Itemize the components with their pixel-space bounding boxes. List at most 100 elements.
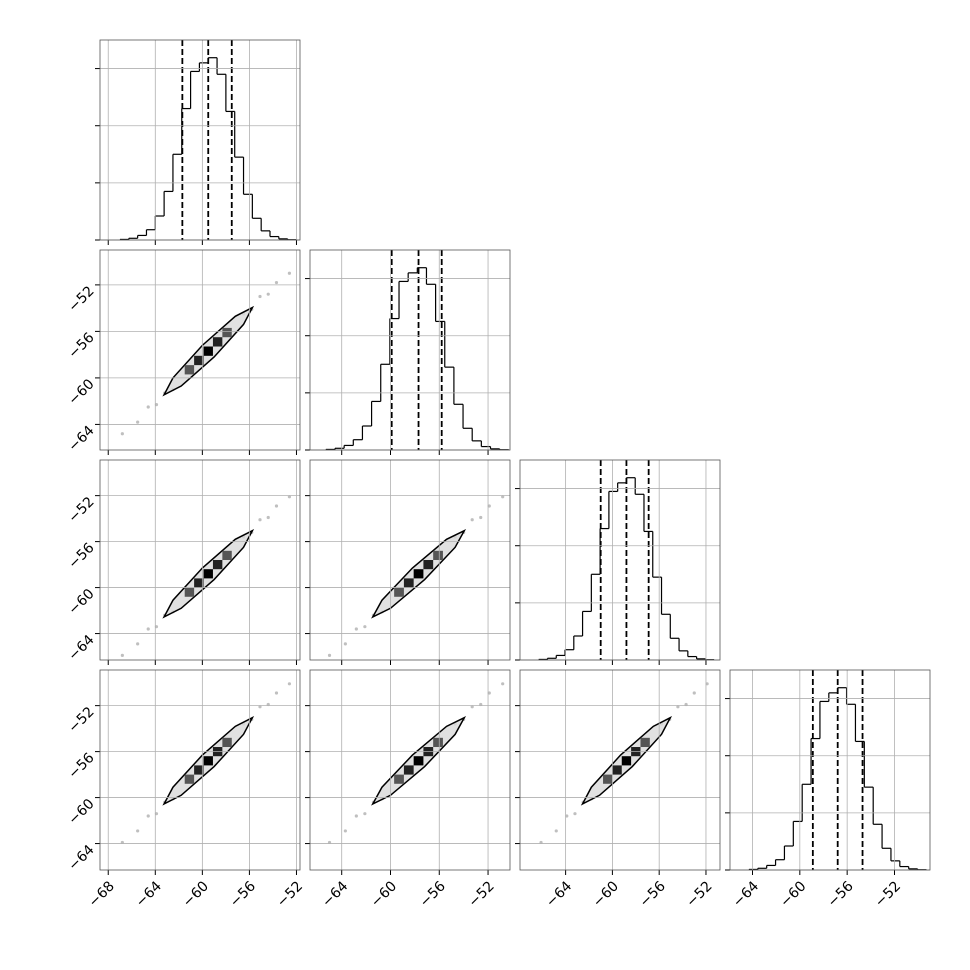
scatter-point [487,691,491,695]
density-cell [184,587,195,597]
panel-frame [309,249,511,451]
scatter-point [136,420,140,424]
panel-frame [99,669,301,871]
density-cell [222,737,232,748]
x-tick-label: −52 [274,878,306,910]
scatter-point [146,627,150,631]
panel [120,271,292,436]
scatter-point [136,642,140,646]
scatter-point [287,271,292,275]
scatter-point [120,653,124,658]
density-cell [394,774,404,784]
scatter-point [120,432,124,436]
scatter-point [258,294,262,299]
panel [327,682,505,845]
panel-frame [519,459,721,661]
scatter-point [354,814,358,818]
scatter-point [287,682,292,686]
scatter-point [501,682,505,686]
x-tick-label: −52 [872,878,904,910]
density-cell [203,346,213,356]
scatter-point [274,691,279,695]
x-tick-label: −64 [133,878,165,910]
scatter-point [343,642,347,646]
density-cell [423,560,434,570]
density-cell [612,765,622,775]
density-cell [194,355,204,366]
scatter-point [266,292,270,296]
panel-frame [729,669,931,871]
y-tick-label: −52 [65,283,97,315]
density-cell [203,756,213,766]
density-cell [194,578,204,588]
density-cell [640,737,650,748]
density-cell [184,774,195,784]
scatter-point [343,829,347,833]
panel-frame [519,669,721,871]
y-tick-label: −52 [65,704,97,736]
y-tick-label: −60 [65,376,97,408]
scatter-point [136,829,140,833]
density-cell [222,327,232,338]
x-tick-label: −60 [590,878,622,910]
panel-frame [309,459,511,661]
y-tick-label: −64 [65,632,97,664]
x-tick-label: −68 [86,878,118,910]
scatter-point [274,280,279,285]
panel [120,682,292,845]
density-cell [621,756,632,766]
scatter-point [479,515,483,520]
x-tick-label: −64 [543,878,575,910]
x-tick-label: −64 [319,878,351,910]
density-cell [203,569,213,579]
scatter-point [258,518,262,522]
scatter-point [470,518,474,522]
y-tick-label: −60 [65,796,97,828]
scatter-point [327,653,332,658]
scatter-point [274,504,279,508]
scatter-point [146,405,150,409]
x-tick-label: −60 [777,878,809,910]
scatter-point [146,814,150,818]
y-tick-label: −60 [65,586,97,618]
x-tick-label: −56 [417,878,449,910]
y-tick-label: −56 [65,540,97,572]
density-cell [184,365,195,375]
x-tick-label: −64 [730,878,762,910]
panel [120,495,292,658]
scatter-point [554,829,558,833]
density-cell [194,765,204,775]
x-tick-label: −60 [180,878,212,910]
scatter-point [266,515,270,520]
panel-frame [99,459,301,661]
density-cell [222,550,232,560]
density-cell [403,765,414,775]
density-cell [603,774,613,784]
x-tick-label: −56 [227,878,259,910]
density-cell [212,337,223,347]
y-tick-label: −52 [65,494,97,526]
y-tick-label: −64 [65,842,97,874]
panel [538,460,715,660]
x-tick-label: −56 [825,878,857,910]
y-tick-label: −56 [65,330,97,362]
y-tick-label: −64 [65,423,97,455]
scatter-point [573,812,577,816]
scatter-point [487,504,491,508]
x-tick-label: −52 [465,878,497,910]
scatter-point [354,627,358,631]
panel-frame [99,39,301,241]
panel [748,670,928,870]
density-cell [413,756,424,766]
scatter-point [363,625,367,629]
panel-frame [99,249,301,451]
panel [325,250,510,450]
y-tick-label: −56 [65,750,97,782]
x-tick-label: −56 [637,878,669,910]
density-cell [433,737,443,748]
density-cell [413,569,424,579]
density-cell [433,550,443,560]
scatter-point [363,812,367,816]
panel [539,682,709,845]
